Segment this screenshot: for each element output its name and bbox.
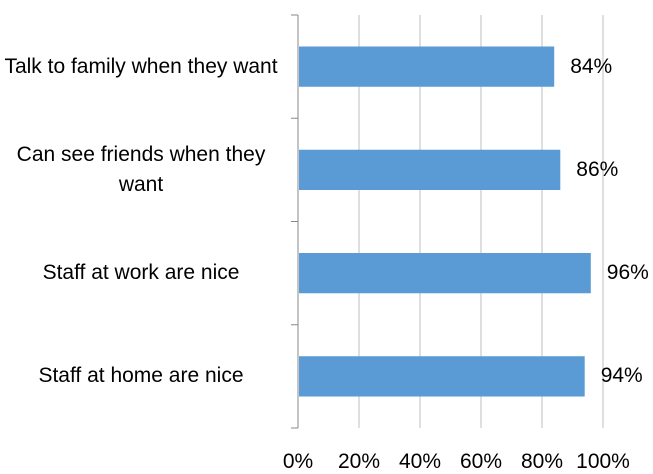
- x-tick-label: 60%: [451, 450, 511, 474]
- bar: [299, 150, 560, 190]
- category-label: Can see friends when they want: [2, 140, 280, 200]
- category-label: Talk to family when they want: [2, 52, 280, 82]
- bar: [299, 356, 585, 396]
- x-tick-label: 40%: [390, 450, 450, 474]
- data-label: 86%: [576, 158, 618, 182]
- bar: [299, 46, 554, 86]
- category-label: Staff at home are nice: [2, 361, 280, 391]
- bar: [299, 253, 591, 293]
- data-label: 84%: [570, 55, 612, 79]
- data-label: 94%: [601, 364, 643, 388]
- x-tick-label: 80%: [512, 450, 572, 474]
- x-tick-label: 20%: [329, 450, 389, 474]
- data-label: 96%: [607, 261, 649, 285]
- category-label: Staff at work are nice: [2, 258, 280, 288]
- x-tick-label: 100%: [573, 450, 633, 474]
- bars: [299, 46, 591, 396]
- x-tick-label: 0%: [268, 450, 328, 474]
- category-axis: [291, 15, 298, 428]
